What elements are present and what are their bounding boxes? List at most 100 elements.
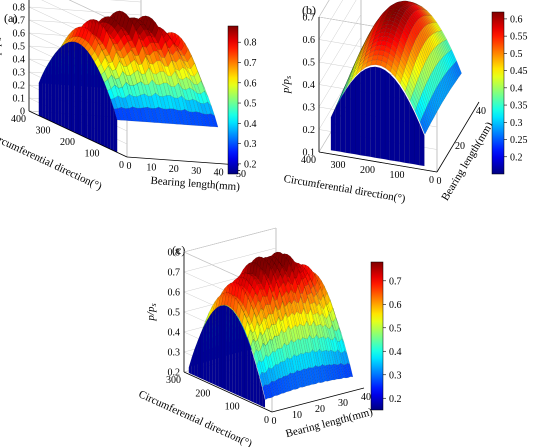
skirt-strip bbox=[74, 41, 79, 135]
z-axis-label: p/ps bbox=[280, 76, 293, 94]
skirt-strip bbox=[223, 305, 227, 391]
surface-patch bbox=[450, 49, 457, 63]
skirt-strip bbox=[212, 308, 216, 386]
x-tick-label: 0 bbox=[437, 176, 442, 187]
surface-patch bbox=[338, 327, 345, 343]
skirt-strip bbox=[247, 338, 251, 402]
skirt-strip bbox=[194, 341, 198, 378]
skirt-strip bbox=[241, 324, 245, 399]
x-tick-label: 0 bbox=[272, 416, 277, 427]
skirt-strip bbox=[103, 82, 108, 148]
skirt-strip bbox=[107, 90, 111, 150]
skirt-strip bbox=[41, 68, 46, 119]
skirt-strip bbox=[250, 347, 254, 403]
z-tick-label: 0.2 bbox=[13, 81, 26, 92]
surface-patch bbox=[210, 113, 219, 128]
colorbar-tick-label: 0.7 bbox=[244, 58, 257, 69]
z-axis-label: p/ps bbox=[0, 37, 3, 55]
colorbar-tick-label: 0.5 bbox=[510, 49, 523, 60]
y-tick-label: 100 bbox=[225, 402, 240, 413]
x-tick-label: 20 bbox=[315, 404, 325, 415]
z-tick-label: 0.6 bbox=[168, 288, 181, 299]
z-tick-label: 0.8 bbox=[13, 3, 26, 14]
z-tick-label: 0.7 bbox=[303, 13, 316, 24]
panel-2: (c) 0 100 200 300 0 10 20 30 40 0.2 0.3 0.4 0.5 0.6 0.7… bbox=[137, 227, 402, 447]
x-axis-line bbox=[436, 101, 480, 173]
surface-patch bbox=[455, 60, 462, 76]
colorbar-tick-label: 0.3 bbox=[244, 139, 257, 150]
panel-label: (b) bbox=[302, 3, 316, 17]
skirt-strip bbox=[384, 69, 390, 161]
skirt-strip bbox=[360, 68, 366, 157]
x-tick-label: 20 bbox=[455, 141, 465, 152]
z-tick-label: 0.4 bbox=[303, 80, 316, 91]
skirt-strip bbox=[54, 49, 59, 125]
y-tick-label: 300 bbox=[331, 160, 346, 171]
colorbar-tick-label: 0.3 bbox=[510, 118, 523, 129]
z-tick-label: 0.3 bbox=[168, 348, 181, 359]
colorbar-tick-label: 0.8 bbox=[244, 38, 257, 49]
skirt-strip bbox=[45, 62, 49, 121]
surface bbox=[331, 0, 462, 135]
skirt-strip bbox=[81, 44, 85, 138]
skirt-strip bbox=[340, 89, 346, 153]
skirt-strip bbox=[218, 305, 222, 388]
skirt-strip bbox=[350, 76, 356, 155]
x-axis-line bbox=[126, 156, 240, 166]
x-tick-label: 50 bbox=[236, 169, 246, 180]
skirt-strip bbox=[235, 313, 239, 396]
x-tick-label: 10 bbox=[292, 410, 302, 421]
y-axis-label: Circumferential direction(°) bbox=[283, 173, 407, 205]
z-axis-label: p/ps bbox=[145, 303, 158, 321]
y-tick-label: 0 bbox=[429, 175, 434, 186]
x-tick-label: 40 bbox=[476, 106, 486, 117]
y-axis-line bbox=[318, 151, 438, 173]
colorbar-tick-label: 0.55 bbox=[510, 32, 528, 43]
colorbar-tick-label: 0.4 bbox=[510, 83, 523, 94]
y-tick-label: 400 bbox=[301, 155, 316, 166]
y-tick-label: 0 bbox=[264, 415, 269, 426]
skirt-strip bbox=[375, 66, 381, 159]
y-tick-label: 200 bbox=[195, 388, 210, 399]
skirt-strip bbox=[365, 67, 371, 157]
skirt-strip bbox=[38, 75, 43, 118]
surface-skirt bbox=[330, 66, 425, 167]
colorbar-tick-label: 0.3 bbox=[389, 370, 402, 381]
surface-skirt bbox=[38, 41, 118, 153]
x-tick-label: 20 bbox=[169, 164, 179, 175]
skirt-strip bbox=[64, 42, 69, 130]
colorbar-gradient bbox=[227, 25, 239, 175]
skirt-strip bbox=[206, 316, 210, 383]
skirt-strip bbox=[203, 321, 207, 382]
z-tick-label: 0.1 bbox=[13, 94, 26, 105]
skirt-strip bbox=[355, 72, 361, 156]
y-axis-line bbox=[183, 371, 273, 413]
x-axis-line bbox=[271, 387, 365, 413]
colorbar-tick-label: 0.5 bbox=[389, 323, 402, 334]
z-tick-label: 0.2 bbox=[168, 368, 181, 379]
x-axis-label: Bearing length(mm) bbox=[439, 120, 496, 203]
z-tick-label: 0.5 bbox=[13, 42, 26, 53]
skirt-strip bbox=[197, 333, 201, 379]
y-tick-label: 400 bbox=[11, 114, 26, 125]
skirt-strip bbox=[253, 356, 257, 404]
skirt-strip bbox=[97, 67, 102, 145]
skirt-strip bbox=[330, 107, 336, 152]
colorbar-tick-label: 0.6 bbox=[389, 300, 402, 311]
colorbar-tick-label: 0.6 bbox=[510, 14, 523, 25]
x-tick-label: 30 bbox=[338, 398, 348, 409]
y-tick-label: 0 bbox=[119, 160, 124, 171]
skirt-strip bbox=[244, 331, 248, 400]
skirt-strip bbox=[77, 42, 82, 136]
x-tick-label: 40 bbox=[214, 167, 224, 178]
colorbar-gradient bbox=[491, 11, 505, 175]
colorbar: 0.2 0.3 0.4 0.5 0.6 0.7 0.8 bbox=[227, 25, 257, 175]
skirt-strip bbox=[414, 112, 420, 166]
y-tick-label: 100 bbox=[85, 149, 100, 160]
colorbar-tick-label: 0.5 bbox=[244, 99, 257, 110]
y-tick-label: 300 bbox=[166, 375, 181, 386]
x-tick-label: 30 bbox=[191, 166, 201, 177]
skirt-strip bbox=[229, 307, 233, 394]
skirt-strip bbox=[335, 98, 341, 152]
